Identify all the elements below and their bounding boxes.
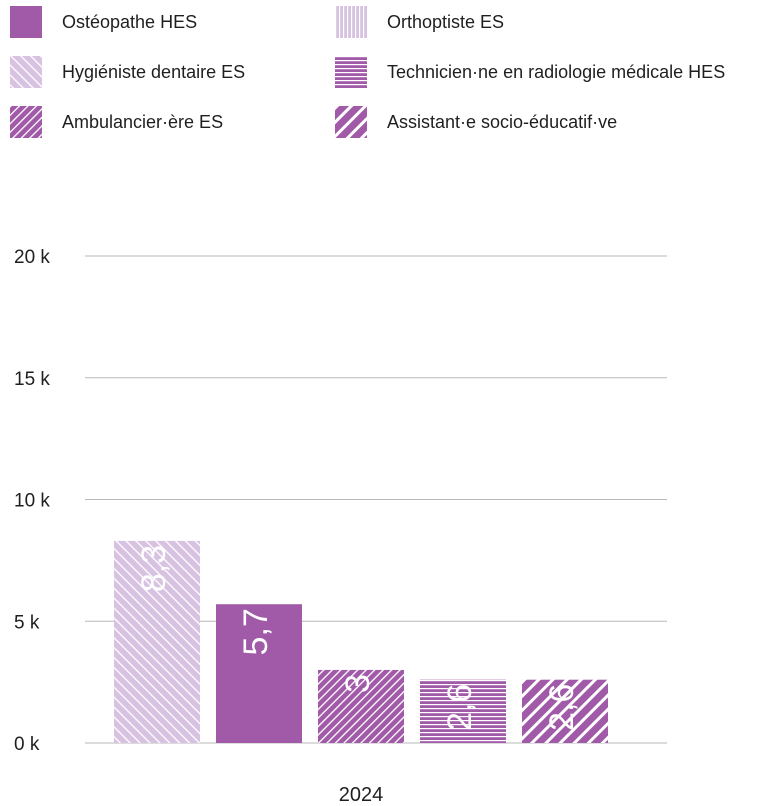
legend-label: Technicien·ne en radiologie médicale HES — [387, 62, 726, 82]
legend-swatch — [10, 6, 42, 38]
x-category-label: 2024 — [339, 784, 384, 806]
y-tick-label: 10 k — [14, 491, 50, 512]
legend-item: Technicien·ne en radiologie médicale HES — [335, 56, 725, 88]
bar-value-label: 2,6 — [441, 684, 479, 731]
y-tick-label: 0 k — [14, 734, 40, 755]
legend-swatch — [10, 56, 42, 88]
bar-labels: 8,3 5,7 3 2,6 2,6 — [135, 545, 581, 731]
legend-label: Ambulancier·ère ES — [62, 112, 224, 132]
legend-swatch — [335, 106, 367, 138]
legend-swatch — [335, 6, 367, 38]
legend-label: Hygiéniste dentaire ES — [62, 62, 246, 82]
legend-swatch — [335, 56, 367, 88]
legend-item: Ambulancier·ère ES — [10, 106, 223, 138]
legend-item: Ostéopathe HES — [10, 6, 197, 38]
bar-value-label: 2,6 — [543, 684, 581, 731]
bar — [318, 669, 404, 743]
bars — [114, 540, 608, 743]
bar — [420, 679, 506, 743]
bar — [114, 540, 200, 743]
legend-item: Orthoptiste ES — [335, 6, 504, 38]
axis: 0 k 5 k 10 k 15 k 20 k 2024 — [14, 247, 383, 806]
bar-value-label: 3 — [339, 674, 377, 693]
legend-label: Assistant·e socio-éducatif·ve — [387, 112, 618, 132]
legend-label: Ostéopathe HES — [62, 12, 198, 32]
legend: Ostéopathe HES Orthoptiste ES Hygiéniste d… — [10, 6, 770, 138]
y-tick-label: 5 k — [14, 612, 40, 633]
legend-swatch — [10, 106, 42, 138]
bar-value-label: 5,7 — [237, 608, 275, 655]
legend-label: Orthoptiste ES — [387, 12, 505, 32]
legend-item: Hygiéniste dentaire ES — [10, 56, 245, 88]
y-tick-label: 20 k — [14, 247, 50, 268]
legend-item: Assistant·e socio-éducatif·ve — [335, 106, 617, 138]
bar — [216, 604, 302, 743]
bar-value-label: 8,3 — [135, 545, 173, 592]
bar — [522, 679, 608, 743]
y-tick-label: 15 k — [14, 369, 50, 390]
